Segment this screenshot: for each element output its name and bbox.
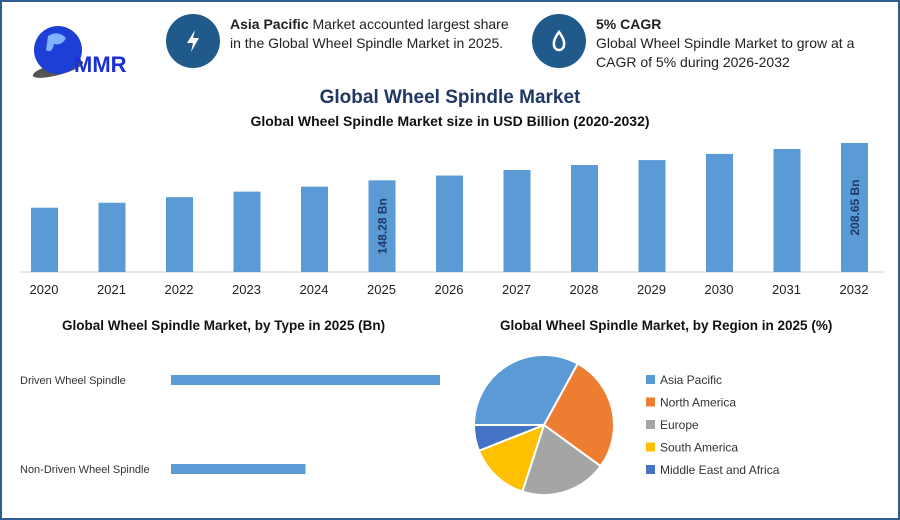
legend-label: Middle East and Africa (660, 463, 780, 477)
x-tick-2027: 2027 (502, 282, 531, 297)
region-chart-title: Global Wheel Spindle Market, by Region i… (500, 318, 833, 333)
bar-2020 (31, 207, 58, 272)
legend-swatch (646, 420, 655, 429)
legend-swatch (646, 375, 655, 384)
legend-swatch (646, 465, 655, 474)
bar-2024 (301, 186, 328, 272)
info-cagr: 5% CAGR Global Wheel Spindle Market to gr… (596, 16, 855, 70)
legend-label: Europe (660, 418, 699, 432)
x-tick-2026: 2026 (435, 282, 464, 297)
x-tick-2030: 2030 (705, 282, 734, 297)
type-chart-title: Global Wheel Spindle Market, by Type in … (62, 318, 386, 333)
legend-swatch (646, 442, 655, 452)
type-bar (171, 464, 306, 474)
data-label-2025: 148.28 Bn (376, 198, 390, 254)
x-tick-2031: 2031 (772, 282, 801, 297)
x-tick-2024: 2024 (300, 282, 329, 297)
info-asia-pacific: Asia Pacific Market accounted largest sh… (230, 16, 509, 51)
pie-slice-0 (472, 354, 580, 426)
mmr-logo: MMR (18, 14, 138, 80)
type-bar (171, 375, 440, 385)
legend-swatch (646, 397, 655, 407)
legend-label: North America (660, 396, 736, 410)
legend-label: South America (660, 441, 738, 455)
bar-2030 (706, 153, 733, 272)
bar-2023 (233, 191, 261, 272)
x-tick-2021: 2021 (97, 282, 126, 297)
x-tick-2028: 2028 (570, 282, 599, 297)
pie-slice-2 (521, 423, 603, 496)
bar-2021 (98, 202, 126, 272)
bar-2025 (368, 180, 396, 272)
bar-2022 (166, 197, 193, 272)
svg-text:MMR: MMR (74, 52, 127, 77)
bar-2028 (571, 165, 598, 272)
bar-2031 (773, 148, 801, 272)
bar-2027 (503, 169, 531, 272)
main-title: Global Wheel Spindle Market (319, 87, 581, 108)
pie-slice-3 (477, 423, 546, 493)
lightning-icon (166, 14, 220, 68)
bar-2026 (436, 175, 463, 272)
data-label-2032: 208.65 Bn (848, 179, 862, 235)
bar-2032 (841, 143, 868, 272)
x-tick-2023: 2023 (232, 282, 261, 297)
bar-chart-title: Global Wheel Spindle Market size in USD … (250, 113, 650, 129)
drop-icon (532, 14, 586, 68)
lower-charts: Driven Wheel Spindle Non-Driven Wheel Spi… (20, 354, 780, 496)
x-tick-2025: 2025 (367, 282, 396, 297)
pie-slice-1 (542, 362, 615, 468)
x-tick-2029: 2029 (637, 282, 666, 297)
type-label: Driven Wheel Spindle (20, 375, 126, 387)
bar-2029 (638, 160, 666, 272)
bar-chart: 2020 2021 2022 2023 2024 2025 148.28 Bn 2026 202… (20, 143, 885, 297)
x-tick-2032: 2032 (840, 282, 869, 297)
type-label: Non-Driven Wheel Spindle (20, 464, 150, 476)
legend-label: Asia Pacific (660, 373, 722, 387)
pie-slice-4 (472, 424, 545, 453)
x-tick-2022: 2022 (165, 282, 194, 297)
x-tick-2020: 2020 (30, 282, 59, 297)
